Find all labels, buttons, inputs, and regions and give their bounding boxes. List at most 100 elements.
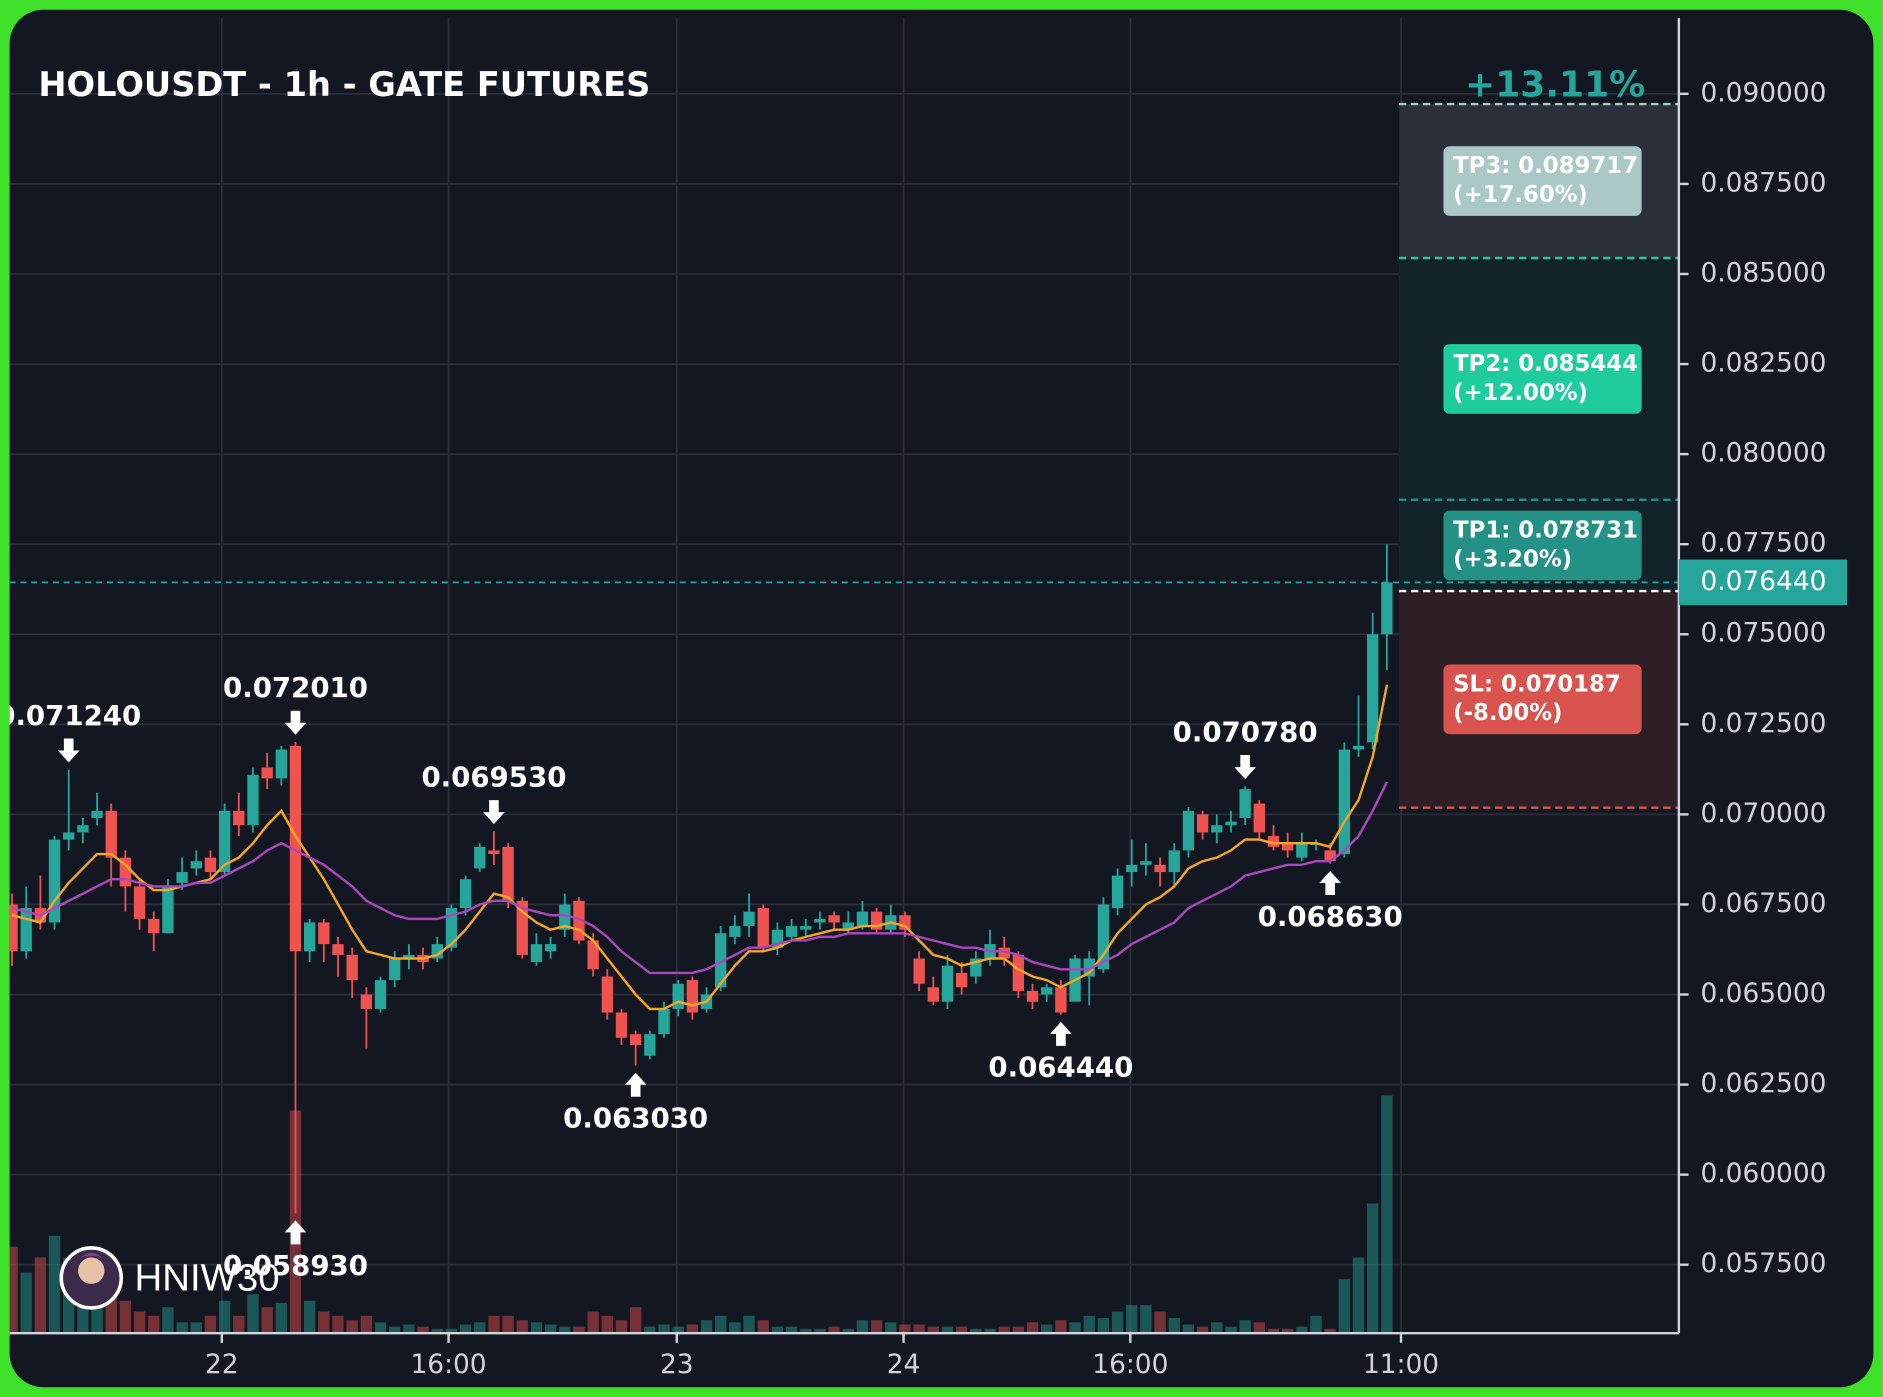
y-tick-label: 0.087500 xyxy=(1700,167,1826,198)
volume-bar xyxy=(1281,1328,1294,1334)
candle-body xyxy=(204,857,217,873)
y-tick-label: 0.072500 xyxy=(1700,708,1826,739)
candle-body xyxy=(828,915,840,923)
volume-bar xyxy=(1381,1095,1393,1334)
candle-body xyxy=(20,908,32,952)
target-box xyxy=(1443,344,1642,414)
volume-bar xyxy=(601,1315,613,1334)
candle-body xyxy=(374,980,387,1009)
candle-body xyxy=(715,933,727,988)
volume-bar xyxy=(360,1315,373,1334)
volume-bar xyxy=(417,1326,429,1334)
volume-bar xyxy=(445,1328,458,1334)
y-tick-label: 0.070000 xyxy=(1700,798,1826,829)
candle-body xyxy=(233,810,245,826)
volume-bar xyxy=(1168,1318,1180,1334)
volume-bar xyxy=(502,1315,514,1334)
volume-bar xyxy=(785,1326,798,1334)
candle-body xyxy=(77,825,89,833)
volume-bar xyxy=(700,1320,713,1334)
annotations: 0.071240 0.072010 0.069530 0.070780 0.058930… xyxy=(10,671,1403,1282)
x-tick-label: 16:00 xyxy=(411,1349,487,1380)
candle-body xyxy=(389,958,401,981)
y-tick-label: 0.077500 xyxy=(1700,528,1826,559)
annotation-arrow xyxy=(483,800,505,825)
candle-body xyxy=(1041,987,1053,995)
volume-bar xyxy=(1154,1311,1166,1334)
y-tick-label: 0.067500 xyxy=(1700,888,1826,919)
avatar-hair xyxy=(72,1252,111,1269)
candle-body xyxy=(9,904,18,952)
high-label: 0.069530 xyxy=(421,760,566,793)
candle-body xyxy=(474,846,486,869)
volume-bar xyxy=(842,1328,854,1334)
candle-body xyxy=(1381,582,1393,635)
candle-body xyxy=(218,810,231,873)
candle-body xyxy=(856,911,869,927)
candle-body xyxy=(403,954,415,959)
candle-body xyxy=(814,918,826,923)
candle-body xyxy=(360,994,373,1009)
candle-body xyxy=(275,749,287,779)
volume-bar xyxy=(530,1322,543,1334)
plot xyxy=(9,544,1679,1214)
candle-body xyxy=(601,976,613,1013)
low-label: 0.064440 xyxy=(988,1051,1133,1084)
candle-body xyxy=(1083,958,1095,977)
volume-bar xyxy=(984,1328,996,1334)
volume-bar xyxy=(856,1320,869,1334)
volume-bar xyxy=(1267,1328,1280,1334)
candle-body xyxy=(148,918,160,934)
x-tick-label: 11:00 xyxy=(1363,1349,1439,1380)
volume-bar xyxy=(899,1324,911,1334)
volume-bar xyxy=(303,1300,316,1334)
volume-bar xyxy=(247,1294,259,1334)
x-tick-label: 22 xyxy=(205,1349,239,1380)
candle-body xyxy=(289,745,302,952)
annotation-arrow xyxy=(284,1220,307,1245)
trade-zones: TP3: 0.089717 (+17.60%) TP2: 0.085444 (+12.… xyxy=(1399,65,1679,809)
volume-bar xyxy=(1239,1320,1251,1334)
candle-body xyxy=(502,846,514,901)
volume-bar xyxy=(1055,1320,1067,1334)
candle-body xyxy=(1367,634,1379,743)
y-tick-label: 0.057500 xyxy=(1700,1248,1826,1279)
candle-body xyxy=(431,944,443,959)
volume-bar xyxy=(1041,1324,1053,1334)
candle-body xyxy=(970,958,982,977)
volume-bar xyxy=(374,1322,387,1334)
candle-body xyxy=(686,980,699,1013)
candle-body xyxy=(1352,745,1365,750)
candle-body xyxy=(800,926,812,930)
volume-bar xyxy=(346,1320,358,1334)
candle-body xyxy=(1338,749,1351,855)
volume-bar xyxy=(970,1328,982,1334)
candle-body xyxy=(1211,825,1223,833)
x-tick-label: 23 xyxy=(660,1349,694,1380)
volume-bar xyxy=(941,1326,954,1334)
volume-bar xyxy=(459,1324,472,1334)
candle-body xyxy=(91,810,103,818)
volume-bar xyxy=(814,1328,826,1334)
volume-bar xyxy=(885,1322,897,1334)
candle-body xyxy=(445,908,458,948)
volume-bar xyxy=(48,1235,61,1334)
x-tick-label: 24 xyxy=(887,1349,921,1380)
candle-body xyxy=(629,1034,642,1045)
volume-bar xyxy=(190,1322,202,1334)
volume-bar xyxy=(275,1302,287,1334)
volume-bar xyxy=(1097,1318,1110,1334)
volume-bar xyxy=(1324,1328,1336,1334)
volume-bar xyxy=(261,1307,273,1334)
moving-average xyxy=(11,781,1388,975)
annotation-arrow xyxy=(1050,1021,1072,1046)
chart-title: HOLOUSDT - 1h - GATE FUTURES xyxy=(38,65,650,104)
volume-bar xyxy=(176,1322,188,1334)
volume-bar xyxy=(133,1311,146,1334)
high-label: 0.070780 xyxy=(1173,715,1318,748)
y-tick-label: 0.075000 xyxy=(1700,618,1826,649)
candle-body xyxy=(530,944,543,963)
volume-bar xyxy=(516,1320,528,1334)
candle-body xyxy=(303,922,316,952)
